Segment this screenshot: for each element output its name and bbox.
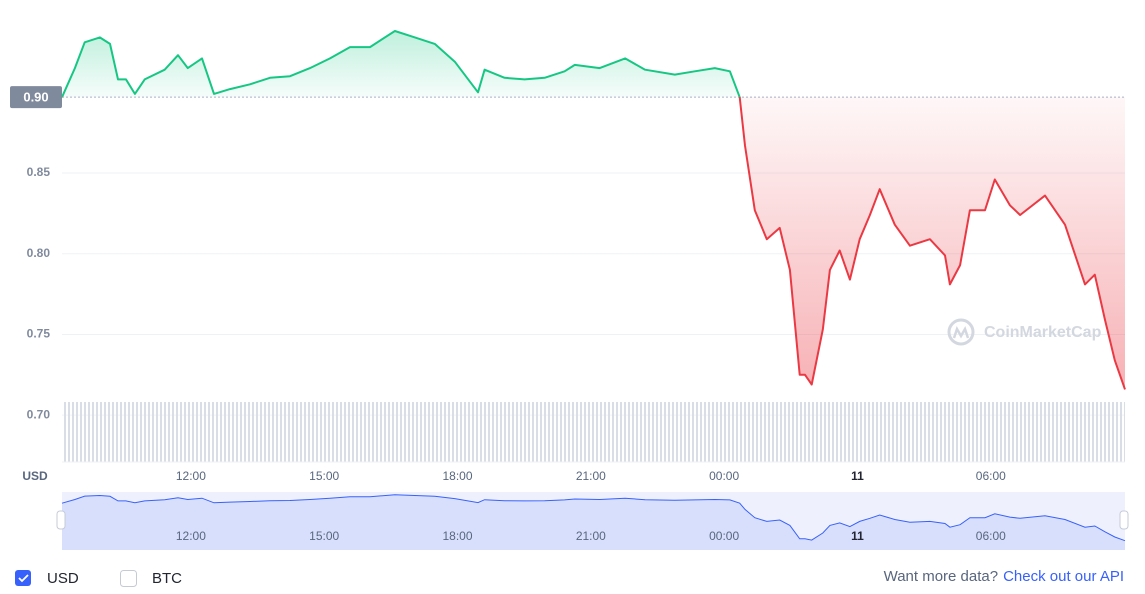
volume-bars (62, 402, 1125, 462)
navigator-tick-label: 15:00 (309, 529, 339, 543)
navigator-tick-label: 11 (851, 529, 864, 543)
y-tick-label: 0.80 (27, 246, 51, 260)
footer: Want more data? Check out our API (884, 568, 1124, 585)
x-tick-label: 11 (851, 469, 864, 483)
navigator-area (62, 494, 1125, 550)
x-tick-label: 00:00 (709, 469, 739, 483)
reference-tag (10, 86, 62, 109)
watermark-text: CoinMarketCap (984, 324, 1102, 341)
check-mark (18, 574, 29, 583)
x-tick-label: 21:00 (576, 469, 606, 483)
y-tick-label: 0.85 (27, 165, 51, 179)
checkbox[interactable] (120, 570, 137, 587)
api-link[interactable]: Check out our API (1003, 568, 1124, 585)
y-tick-label: 0.75 (27, 327, 51, 341)
navigator-tick-label: 21:00 (576, 529, 606, 543)
price-area (62, 31, 1125, 390)
footer-text: Want more data? (884, 568, 999, 585)
checkbox[interactable] (15, 570, 31, 586)
watermark: CoinMarketCap (947, 318, 1102, 346)
legend-label[interactable]: USD (47, 570, 79, 587)
navigator-line (61, 494, 1126, 542)
legend-label[interactable]: BTC (152, 570, 182, 587)
navigator-tick-label: 00:00 (709, 529, 739, 543)
price-line (61, 30, 1126, 390)
x-tick-label: 12:00 (176, 469, 206, 483)
y-axis-label: USD (22, 469, 48, 483)
legend: USD BTC (15, 570, 182, 587)
navigator-tick-label: 12:00 (176, 529, 206, 543)
x-tick-label: 15:00 (309, 469, 339, 483)
reference-label: 0.90 (23, 90, 48, 105)
navigator-handle[interactable] (1119, 510, 1129, 530)
x-tick-label: 06:00 (976, 469, 1006, 483)
y-tick-label: 0.70 (27, 407, 51, 421)
x-tick-label: 18:00 (442, 469, 472, 483)
navigator-handle[interactable] (56, 510, 66, 530)
navigator-tick-label: 18:00 (442, 529, 472, 543)
navigator-tick-label: 06:00 (976, 529, 1006, 543)
